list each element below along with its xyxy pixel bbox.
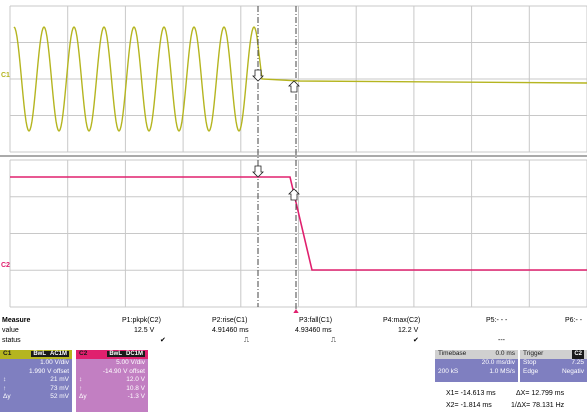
c2-coupling-badge: DC1M (123, 351, 145, 358)
cursor-inv-dx-readout: 1/ΔX= 78.131 Hz (511, 402, 565, 409)
cursor-down-arrow-icon (252, 69, 264, 82)
c1-offset: 1.990 V offset (29, 367, 69, 375)
trigger-box[interactable]: Trigger C2 Stop 7.25 Edge Negativ (520, 350, 587, 382)
c2-offset: -14.90 V offset (102, 367, 145, 375)
measure-p4-value: 12.2 V (398, 327, 419, 334)
trigger-title: Trigger (523, 350, 544, 358)
timebase-box[interactable]: Timebase 0.0 ms 20.0 ms/div 200 kS 1.0 MS… (435, 350, 518, 382)
measure-p3-status: ⎍ (331, 337, 336, 344)
c1-row3-val: 52 mV (50, 393, 69, 401)
cursor-up-arrow-icon (288, 188, 300, 201)
measure-p2-name[interactable]: P2:rise(C1) (212, 317, 248, 324)
c2-channel-box[interactable]: C2 BwL DC1M 5.00 V/div -14.90 V offset ↕ 1… (76, 350, 148, 412)
timebase-title: Timebase (438, 350, 467, 358)
timebase-delay: 0.0 ms (495, 350, 515, 358)
measure-row-value: value (2, 327, 19, 334)
c2-row1-val: 12.0 V (126, 376, 145, 384)
cursor-dx-readout: ΔX= 12.799 ms (516, 390, 565, 397)
timebase-rate: 1.0 MS/s (489, 367, 515, 375)
measure-p6-name[interactable]: P6:- - (565, 317, 583, 324)
measure-p2-status: ⎍ (244, 337, 249, 344)
measure-p1-name[interactable]: P1:pkpk(C2) (122, 317, 161, 324)
c2-row2-val: 10.8 V (126, 384, 145, 392)
measure-p1-status: ✔ (160, 337, 166, 344)
c2-row1-icon: ↕ (79, 376, 83, 384)
measure-row-status: status (2, 337, 21, 344)
c1-bwl-badge: BwL (31, 351, 48, 358)
timebase-samples: 200 kS (438, 367, 459, 375)
c1-row1-icon: ↕ (3, 376, 7, 384)
c1-box-tag: C1 (3, 350, 12, 358)
c2-row2-icon: ↑ (79, 384, 83, 392)
trigger-channel-badge: C2 (572, 350, 584, 359)
measure-p4-status: ✔ (413, 337, 419, 344)
measure-p5-name[interactable]: P5:- - - (486, 317, 508, 324)
timebase-div: 20.0 ms/div (481, 359, 515, 366)
c2-bwl-badge: BwL (107, 351, 124, 358)
c1-row2-icon: ↑ (3, 384, 7, 392)
cursor-x2-readout: X2= -1.814 ms (446, 402, 492, 409)
c2-row3-icon: Δy (79, 393, 87, 401)
c2-trace (10, 176, 587, 271)
trigger-level: 7.25 (571, 359, 584, 366)
measure-p1-value: 12.5 V (134, 327, 155, 334)
measure-table: Measure value status P1:pkpk(C2) 12.5 V … (0, 313, 587, 347)
trigger-type: Edge (523, 367, 539, 375)
c1-trace-marker: C1 (1, 72, 10, 79)
c2-box-tag: C2 (79, 350, 88, 358)
c1-trace (13, 25, 587, 133)
c2-trace-marker: C2 (1, 262, 10, 269)
measure-p3-name[interactable]: P3:fall(C1) (299, 317, 333, 324)
c1-channel-box[interactable]: C1 BwL AC1M 1.00 V/div 1.990 V offset ↕ 21… (0, 350, 72, 412)
trigger-position-icon (293, 309, 299, 313)
c1-row1-val: 21 mV (50, 376, 69, 384)
c1-scale: 1.00 V/div (40, 359, 69, 366)
measure-p2-value: 4.91460 ms (212, 327, 249, 334)
c1-row2-val: 73 mV (50, 384, 69, 392)
measure-p3-value: 4.93460 ms (295, 327, 332, 334)
c1-row3-icon: Δy (3, 393, 11, 401)
measure-title: Measure (2, 317, 31, 324)
measure-p4-name[interactable]: P4:max(C2) (383, 317, 421, 324)
waveform-grid (0, 5, 587, 313)
c2-scale: 5.00 V/div (116, 359, 145, 366)
c2-row3-val: -1.3 V (127, 393, 145, 401)
cursor-up-arrow-icon (288, 80, 300, 93)
waveform-display[interactable]: C1 C2 (0, 0, 587, 313)
c1-coupling-badge: AC1M (47, 351, 69, 358)
trigger-slope: Negativ (561, 367, 584, 375)
cursor-down-arrow-icon (252, 165, 264, 178)
measure-p5-value: --- (498, 337, 505, 344)
trigger-mode: Stop (523, 359, 537, 366)
cursor-x1-readout: X1= -14.613 ms (446, 390, 496, 397)
